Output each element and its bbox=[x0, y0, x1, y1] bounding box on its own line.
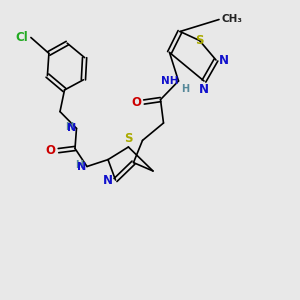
Text: N: N bbox=[77, 161, 86, 172]
Text: NH: NH bbox=[161, 76, 178, 86]
Text: Cl: Cl bbox=[16, 31, 28, 44]
Text: O: O bbox=[46, 144, 56, 157]
Text: N: N bbox=[67, 123, 76, 134]
Text: N: N bbox=[103, 173, 113, 187]
Text: H: H bbox=[65, 122, 73, 132]
Text: CH₃: CH₃ bbox=[221, 14, 242, 25]
Text: H: H bbox=[75, 160, 83, 170]
Text: S: S bbox=[124, 132, 133, 145]
Text: S: S bbox=[195, 34, 204, 47]
Text: N: N bbox=[199, 83, 209, 96]
Text: H: H bbox=[182, 83, 190, 94]
Text: N: N bbox=[218, 53, 228, 67]
Text: O: O bbox=[131, 95, 141, 109]
